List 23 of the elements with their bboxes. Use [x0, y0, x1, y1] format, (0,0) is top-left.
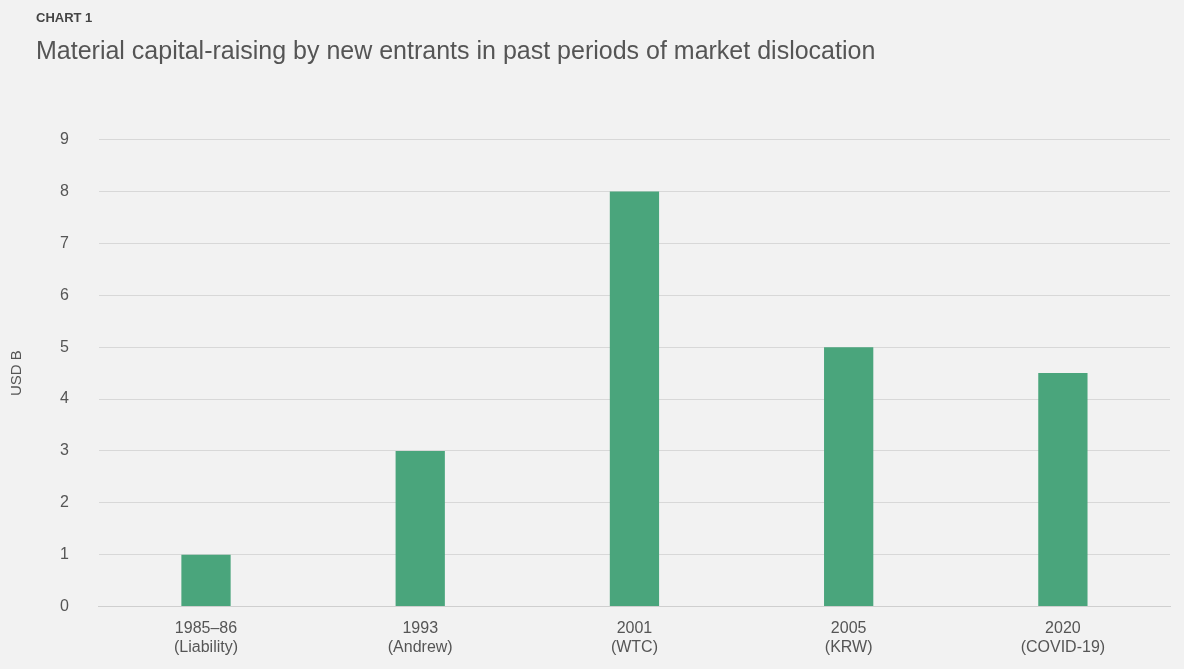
y-tick-label: 6	[59, 285, 69, 303]
y-tick-label: 9	[59, 130, 69, 148]
y-tick-label: 8	[59, 181, 69, 199]
y-tick-label: 7	[59, 233, 69, 251]
bar	[1038, 373, 1088, 607]
y-axis-title: USD B	[7, 350, 25, 397]
y-tick-label: 2	[59, 493, 69, 511]
bar	[824, 347, 874, 607]
y-tick-label: 5	[59, 337, 69, 355]
bar	[181, 554, 231, 607]
x-tick-label: 1985–86 (Liability)	[174, 618, 239, 655]
y-tick-label: 3	[59, 441, 69, 459]
x-tick-label: 2005 (KRW)	[824, 618, 873, 655]
y-tick-label: 0	[59, 597, 69, 615]
y-tick-label: 4	[59, 389, 69, 407]
y-tick-label: 1	[59, 545, 69, 563]
x-tick-label: 2020 (COVID-19)	[1020, 618, 1106, 655]
chart-subtitle: CHART 1	[36, 10, 93, 25]
x-tick-label: 1993 (Andrew)	[387, 618, 453, 655]
bar	[609, 191, 660, 607]
bar	[395, 450, 445, 607]
x-tick-label: 2001 (WTC)	[610, 618, 658, 655]
chart-title: Material capital-raising by new entrants in past periods of market dislocation	[36, 36, 876, 65]
